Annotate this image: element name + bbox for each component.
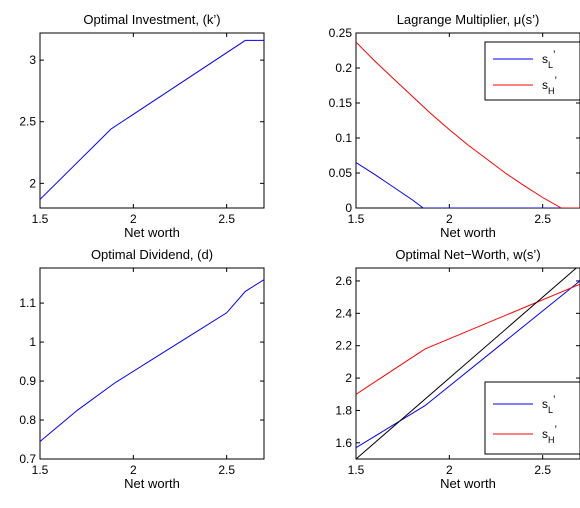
x-tick-label: 2.5: [534, 212, 551, 226]
x-axis-label: Net worth: [124, 225, 180, 240]
x-axis-label: Net worth: [124, 476, 180, 491]
y-tick-label: 1.6: [335, 436, 352, 450]
y-tick-label: 2: [29, 176, 36, 190]
x-axis-label: Net worth: [440, 225, 496, 240]
y-tick-label: 2: [345, 371, 352, 385]
y-tick-label: 0.2: [335, 61, 352, 75]
chart-title: Optimal Net−Worth, w(s’): [395, 247, 540, 262]
chart-title: Optimal Investment, (k’): [83, 12, 220, 27]
y-tick-label: 0.8: [19, 413, 36, 427]
x-tick-label: 2.5: [218, 212, 235, 226]
x-axis-label: Net worth: [440, 476, 496, 491]
x-tick-label: 2: [446, 212, 453, 226]
y-tick-label: 2.6: [335, 274, 352, 288]
x-tick-label: 2: [446, 463, 453, 477]
y-tick-label: 3: [29, 53, 36, 67]
y-tick-label: 0.15: [329, 96, 353, 110]
x-tick-label: 1.5: [32, 212, 49, 226]
y-tick-label: 1.8: [335, 403, 352, 417]
x-tick-label: 2: [130, 212, 137, 226]
y-tick-label: 0.25: [329, 26, 353, 40]
y-tick-label: 0: [345, 201, 352, 215]
y-tick-label: 1.1: [19, 296, 36, 310]
legend-box: [485, 382, 580, 454]
y-tick-label: 2.4: [335, 306, 352, 320]
y-tick-label: 2.2: [335, 339, 352, 353]
y-tick-label: 0.05: [329, 166, 353, 180]
y-tick-label: 1: [29, 335, 36, 349]
y-tick-label: 2.5: [19, 115, 36, 129]
y-tick-label: 0.1: [335, 131, 352, 145]
legend-box: [485, 42, 580, 100]
x-tick-label: 2.5: [534, 463, 551, 477]
y-tick-label: 0.7: [19, 452, 36, 466]
y-tick-label: 0.9: [19, 374, 36, 388]
chart-title: Optimal Dividend, (d): [91, 247, 213, 262]
x-tick-label: 2: [130, 463, 137, 477]
legend: sL’sH’: [485, 382, 580, 454]
legend: sL’sH’: [485, 42, 580, 100]
chart-title: Lagrange Multiplier, μ(s’): [397, 12, 540, 27]
x-tick-label: 2.5: [218, 463, 235, 477]
x-tick-label: 1.5: [348, 463, 365, 477]
